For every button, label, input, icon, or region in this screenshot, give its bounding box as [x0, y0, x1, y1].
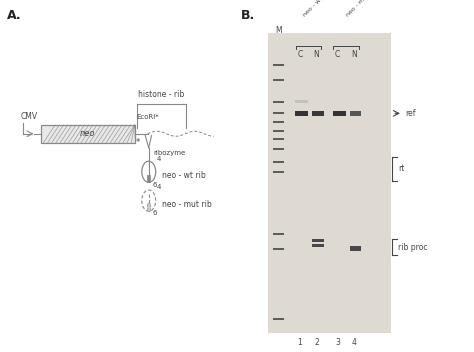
Text: 4: 4 — [156, 184, 161, 190]
Text: *: * — [136, 138, 140, 147]
Text: 2: 2 — [314, 338, 319, 347]
Text: neo: neo — [80, 129, 96, 138]
Bar — [312, 244, 323, 247]
Text: N: N — [313, 50, 319, 59]
Bar — [147, 203, 150, 211]
Text: ref: ref — [405, 109, 416, 118]
Text: CMV: CMV — [21, 112, 38, 121]
Bar — [350, 111, 361, 116]
Text: rt: rt — [398, 164, 404, 174]
Text: 6: 6 — [152, 182, 157, 188]
Text: histone - rib: histone - rib — [138, 90, 185, 99]
Text: EcoRI*: EcoRI* — [136, 114, 159, 120]
Text: 6: 6 — [152, 210, 157, 216]
Bar — [41, 125, 135, 143]
Text: ribozyme: ribozyme — [154, 150, 186, 156]
Bar — [312, 239, 323, 242]
Text: A.: A. — [7, 9, 22, 22]
Text: 3: 3 — [335, 338, 340, 347]
Text: neo - wt rib: neo - wt rib — [302, 0, 331, 18]
Text: 4: 4 — [156, 156, 161, 162]
Bar — [294, 111, 308, 116]
Text: B.: B. — [240, 9, 255, 22]
Text: neo - mut rib: neo - mut rib — [345, 0, 377, 18]
Text: neo - mut rib: neo - mut rib — [162, 200, 211, 209]
Text: rib proc: rib proc — [398, 243, 428, 252]
Bar — [350, 246, 361, 251]
Bar — [333, 111, 346, 116]
Text: C: C — [297, 50, 302, 59]
Text: 1: 1 — [297, 338, 302, 347]
Bar — [268, 33, 391, 333]
Text: neo - wt rib: neo - wt rib — [162, 171, 205, 180]
Text: 4: 4 — [352, 338, 357, 347]
Bar — [294, 100, 308, 103]
Bar — [147, 175, 150, 182]
Text: C: C — [335, 50, 340, 59]
Bar — [41, 125, 135, 143]
Bar — [312, 111, 323, 116]
Text: M: M — [275, 26, 282, 36]
Text: N: N — [351, 50, 357, 59]
